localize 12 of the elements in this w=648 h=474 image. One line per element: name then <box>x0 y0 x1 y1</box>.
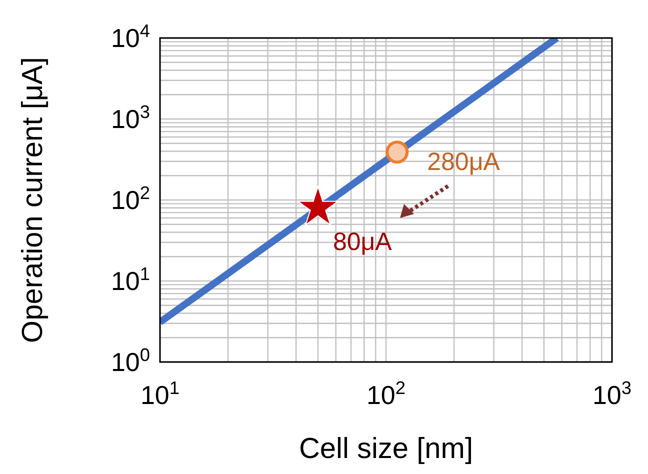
annotation: 80μA <box>332 228 392 256</box>
y-tick-label: 10$^{2}$ <box>110 183 150 215</box>
y-tick-label: 10$^{4}$ <box>110 21 150 53</box>
x-tick-label: 10$^{3}$ <box>592 378 632 410</box>
x-tick-label: 10$^{1}$ <box>140 378 180 410</box>
y-tick-label: 10$^{1}$ <box>110 264 150 296</box>
annotation: 280μA <box>427 148 500 176</box>
x-axis-title: Cell size [nm] <box>298 433 474 465</box>
x-tick-label: 10$^{2}$ <box>366 378 406 410</box>
y-tick-label: 10$^{3}$ <box>110 102 150 134</box>
y-tick-label: 10$^{0}$ <box>110 345 150 377</box>
y-axis-title: Operation current [μA] <box>17 57 49 343</box>
